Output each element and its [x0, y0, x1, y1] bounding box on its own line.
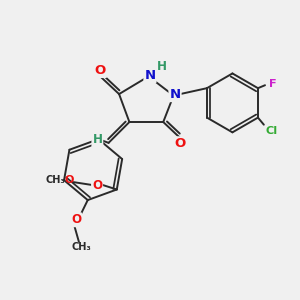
Text: CH₃: CH₃	[72, 242, 92, 252]
Text: H: H	[157, 61, 167, 74]
Text: O: O	[71, 213, 81, 226]
Text: N: N	[169, 88, 181, 101]
Text: O: O	[94, 64, 106, 77]
Text: Cl: Cl	[266, 126, 278, 136]
Text: CH₃: CH₃	[46, 175, 66, 185]
Text: O: O	[92, 178, 102, 192]
Text: N: N	[144, 69, 156, 82]
Text: F: F	[269, 79, 277, 89]
Text: O: O	[64, 175, 74, 185]
Text: H: H	[92, 134, 102, 146]
Text: O: O	[175, 137, 186, 150]
